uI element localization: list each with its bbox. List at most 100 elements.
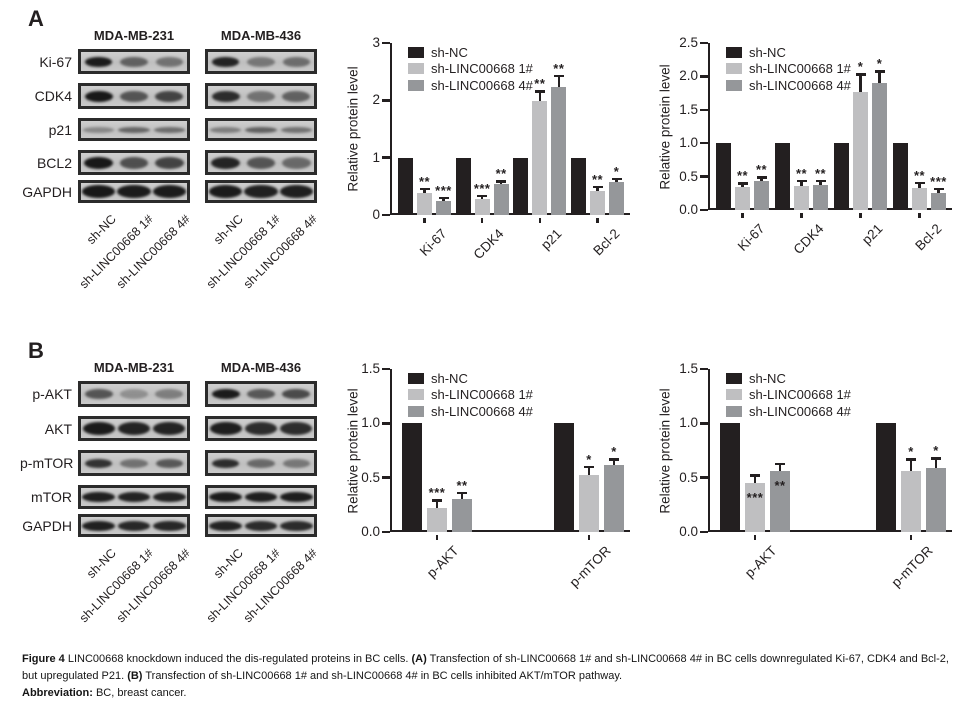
blot-lane [116, 52, 151, 71]
legend-swatch [408, 372, 424, 384]
bar [775, 143, 790, 210]
blot-band [82, 422, 115, 435]
blot-row: p21 [20, 118, 340, 141]
y-tick-mark [382, 41, 390, 45]
significance-label: ** [795, 165, 808, 181]
legend-swatch [408, 389, 424, 401]
blot-band [119, 389, 149, 399]
blot-band [245, 422, 277, 435]
blot-lane [208, 517, 243, 534]
significance-label: *** [473, 180, 491, 196]
blot-lane [116, 384, 151, 404]
y-axis-label: Relative protein level [657, 387, 673, 514]
cell-line-title: MDA-MB-436 [220, 28, 302, 43]
blot-header: MDA-MB-231 MDA-MB-436 [20, 360, 340, 375]
figure-caption: Figure 4 LINC00668 knockdown induced the… [22, 651, 960, 702]
panel-label-b: B [28, 338, 44, 363]
blot-box [205, 83, 317, 109]
y-tick-label: 1.5 [361, 361, 380, 376]
legend-item: sh-NC [408, 44, 533, 61]
bar [551, 87, 567, 215]
y-tick-mark [700, 108, 708, 112]
blot-box [78, 416, 190, 441]
error-bar-cap [534, 90, 545, 93]
blot-band [155, 458, 184, 468]
x-category-label: p-AKT [741, 543, 780, 581]
blot-band [246, 156, 276, 169]
error-bar-cap [611, 177, 622, 181]
blot-box [78, 485, 190, 509]
significance-label: * [611, 444, 617, 460]
bar [912, 187, 927, 210]
bar [452, 499, 472, 532]
bar [901, 471, 921, 532]
blot-band [117, 520, 151, 531]
blot-band [82, 185, 116, 198]
blot-band [245, 126, 277, 133]
error-bar-cap [874, 70, 885, 73]
blot-band [82, 520, 115, 531]
x-tick-mark [596, 217, 599, 223]
blot-band [282, 389, 311, 399]
blot-header-spacer [20, 28, 78, 43]
bar [474, 198, 490, 215]
legend-swatch [726, 79, 742, 91]
error-bar-cap [592, 185, 603, 189]
caption-bold-segment: (A) [411, 653, 427, 665]
blot-box [205, 118, 317, 141]
y-tick-label: 3 [372, 35, 380, 50]
legend: sh-NC sh-LINC00668 1# sh-LINC00668 4# [408, 44, 533, 94]
blot-box [78, 514, 190, 537]
y-tick-mark [700, 530, 708, 534]
bar [813, 185, 828, 210]
error-bar-cap [775, 462, 785, 466]
legend-label: sh-LINC00668 4# [749, 77, 851, 93]
blot-lane [116, 453, 151, 473]
blot-row-label: p-mTOR [20, 455, 74, 471]
blot-lane [279, 453, 314, 473]
y-tick-label: 1.0 [361, 415, 380, 431]
plot-frame [708, 43, 952, 210]
bar [754, 181, 769, 210]
error-bar-stem [819, 180, 822, 186]
y-tick-label: 1.5 [679, 361, 698, 376]
legend-item: sh-NC [726, 370, 851, 387]
blot-row: mTOR [20, 485, 340, 509]
legend-label: sh-NC [749, 44, 786, 60]
x-category-label: p-mTOR [888, 543, 936, 591]
y-axis-label: Relative protein level [345, 387, 361, 514]
y-tick-mark [382, 530, 390, 534]
blot-lane [243, 183, 278, 200]
significance-label: *** [746, 490, 764, 506]
bar [770, 471, 790, 532]
blot-band [84, 56, 113, 67]
blot-band [84, 156, 114, 169]
error-bar-cap [815, 179, 826, 183]
x-tick-mark [909, 534, 913, 540]
x-tick-mark [480, 217, 484, 223]
blot-band [244, 185, 278, 198]
blot-band [209, 422, 242, 435]
bar [579, 475, 599, 532]
blot-box [78, 180, 190, 203]
error-bar-cap [584, 465, 594, 469]
bar [609, 182, 624, 215]
x-category-label: p-AKT [423, 543, 462, 581]
blot-lane [243, 453, 278, 473]
blot-band [154, 156, 184, 169]
x-tick-mark [753, 534, 757, 540]
blot-lane [243, 86, 278, 106]
significance-label: ** [736, 168, 749, 184]
blot-header-spacer [20, 360, 78, 375]
blot-box [205, 450, 317, 476]
bar [716, 143, 731, 210]
error-bar-cap [914, 181, 925, 185]
bar [604, 464, 624, 532]
blot-lane [208, 52, 243, 71]
blot-band [282, 56, 311, 67]
y-tick-label: 0.5 [361, 469, 380, 485]
lane-labels: sh-NC sh-LINC00668 1# sh-LINC00668 4# sh-NC… [20, 540, 340, 636]
blot-lane [208, 384, 243, 404]
western-blot-panel-b: MDA-MB-231 MDA-MB-436 p-AKT AKT p-mTOR mTOR GA… [20, 360, 340, 636]
error-bar-stem [480, 195, 484, 199]
